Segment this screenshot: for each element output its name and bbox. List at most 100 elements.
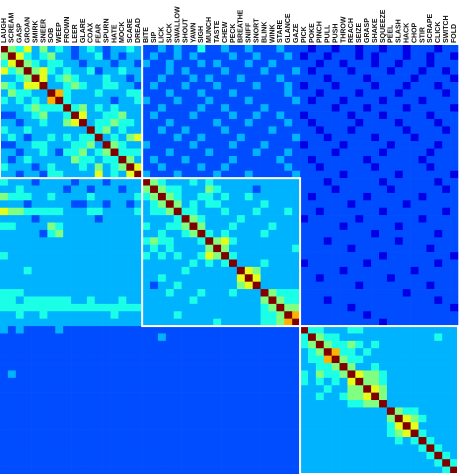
cell xyxy=(150,318,159,327)
cell xyxy=(284,67,293,75)
cell xyxy=(23,303,32,312)
cell xyxy=(165,318,175,327)
cell xyxy=(379,377,388,386)
cell xyxy=(63,96,72,105)
cell xyxy=(229,318,238,327)
cell xyxy=(197,311,206,319)
cell xyxy=(39,215,48,223)
cell xyxy=(47,155,56,164)
cell xyxy=(31,459,40,467)
cell xyxy=(236,163,246,172)
cell xyxy=(221,363,230,371)
cell xyxy=(126,126,135,135)
cell xyxy=(402,407,411,416)
cell xyxy=(434,385,443,393)
cell xyxy=(23,163,32,172)
cell xyxy=(260,67,269,75)
cell xyxy=(221,422,230,430)
cell xyxy=(15,466,24,474)
cell xyxy=(181,400,190,408)
cell xyxy=(284,133,293,142)
cell xyxy=(260,385,269,393)
cell xyxy=(379,237,388,246)
cell xyxy=(276,252,285,260)
cell xyxy=(55,163,64,172)
cell xyxy=(94,67,103,75)
cell xyxy=(244,133,253,142)
cell xyxy=(394,52,404,61)
cell xyxy=(339,133,348,142)
cell xyxy=(347,466,356,474)
cell xyxy=(434,355,443,364)
cell xyxy=(0,444,9,453)
cell xyxy=(94,163,103,172)
cell xyxy=(315,355,325,364)
cell xyxy=(268,111,277,120)
cell xyxy=(71,311,80,319)
cell xyxy=(0,59,9,68)
cell xyxy=(23,229,32,238)
cell xyxy=(355,274,364,282)
cell xyxy=(55,429,64,438)
cell xyxy=(181,289,190,297)
cell xyxy=(55,192,64,201)
cell xyxy=(434,185,443,194)
cell xyxy=(300,104,309,112)
cell xyxy=(434,451,443,460)
cell xyxy=(15,229,24,238)
cell xyxy=(276,355,285,364)
cell xyxy=(23,111,32,120)
column-label: PINCH xyxy=(317,21,324,43)
cell xyxy=(78,385,88,393)
cell xyxy=(157,244,167,253)
cell xyxy=(205,215,214,223)
cell xyxy=(197,466,206,474)
cell xyxy=(205,74,214,83)
cell xyxy=(94,407,103,416)
cell xyxy=(355,296,364,305)
cell xyxy=(260,148,269,157)
cell xyxy=(402,451,411,460)
cell xyxy=(450,89,459,98)
cell xyxy=(55,400,64,408)
cell xyxy=(47,192,56,201)
cell xyxy=(205,326,214,334)
cell xyxy=(213,96,222,105)
cell xyxy=(23,259,32,268)
cell xyxy=(63,222,72,231)
cell xyxy=(0,178,9,186)
cell xyxy=(31,407,40,416)
cell xyxy=(126,133,135,142)
cell xyxy=(292,414,301,423)
cell xyxy=(292,89,301,98)
cell xyxy=(31,370,40,379)
cell xyxy=(39,437,48,445)
cell xyxy=(47,400,56,408)
cell xyxy=(244,126,253,135)
cell xyxy=(15,303,24,312)
cell xyxy=(268,185,277,194)
cell xyxy=(15,200,24,209)
cell xyxy=(229,400,238,408)
cell xyxy=(71,104,80,112)
cell xyxy=(371,422,380,430)
cell xyxy=(292,437,301,445)
cell xyxy=(323,355,332,364)
cell xyxy=(221,163,230,172)
cell xyxy=(355,414,364,423)
cell xyxy=(418,400,427,408)
cell xyxy=(63,444,72,453)
cell xyxy=(236,466,246,474)
cell xyxy=(71,414,80,423)
cell xyxy=(450,126,459,135)
cell xyxy=(86,407,96,416)
cell xyxy=(55,155,64,164)
cell xyxy=(157,155,167,164)
cell xyxy=(284,155,293,164)
cell xyxy=(71,340,80,349)
cell xyxy=(150,207,159,216)
cell xyxy=(150,178,159,186)
cell xyxy=(394,45,404,53)
cell xyxy=(339,111,348,120)
cell xyxy=(102,126,111,135)
